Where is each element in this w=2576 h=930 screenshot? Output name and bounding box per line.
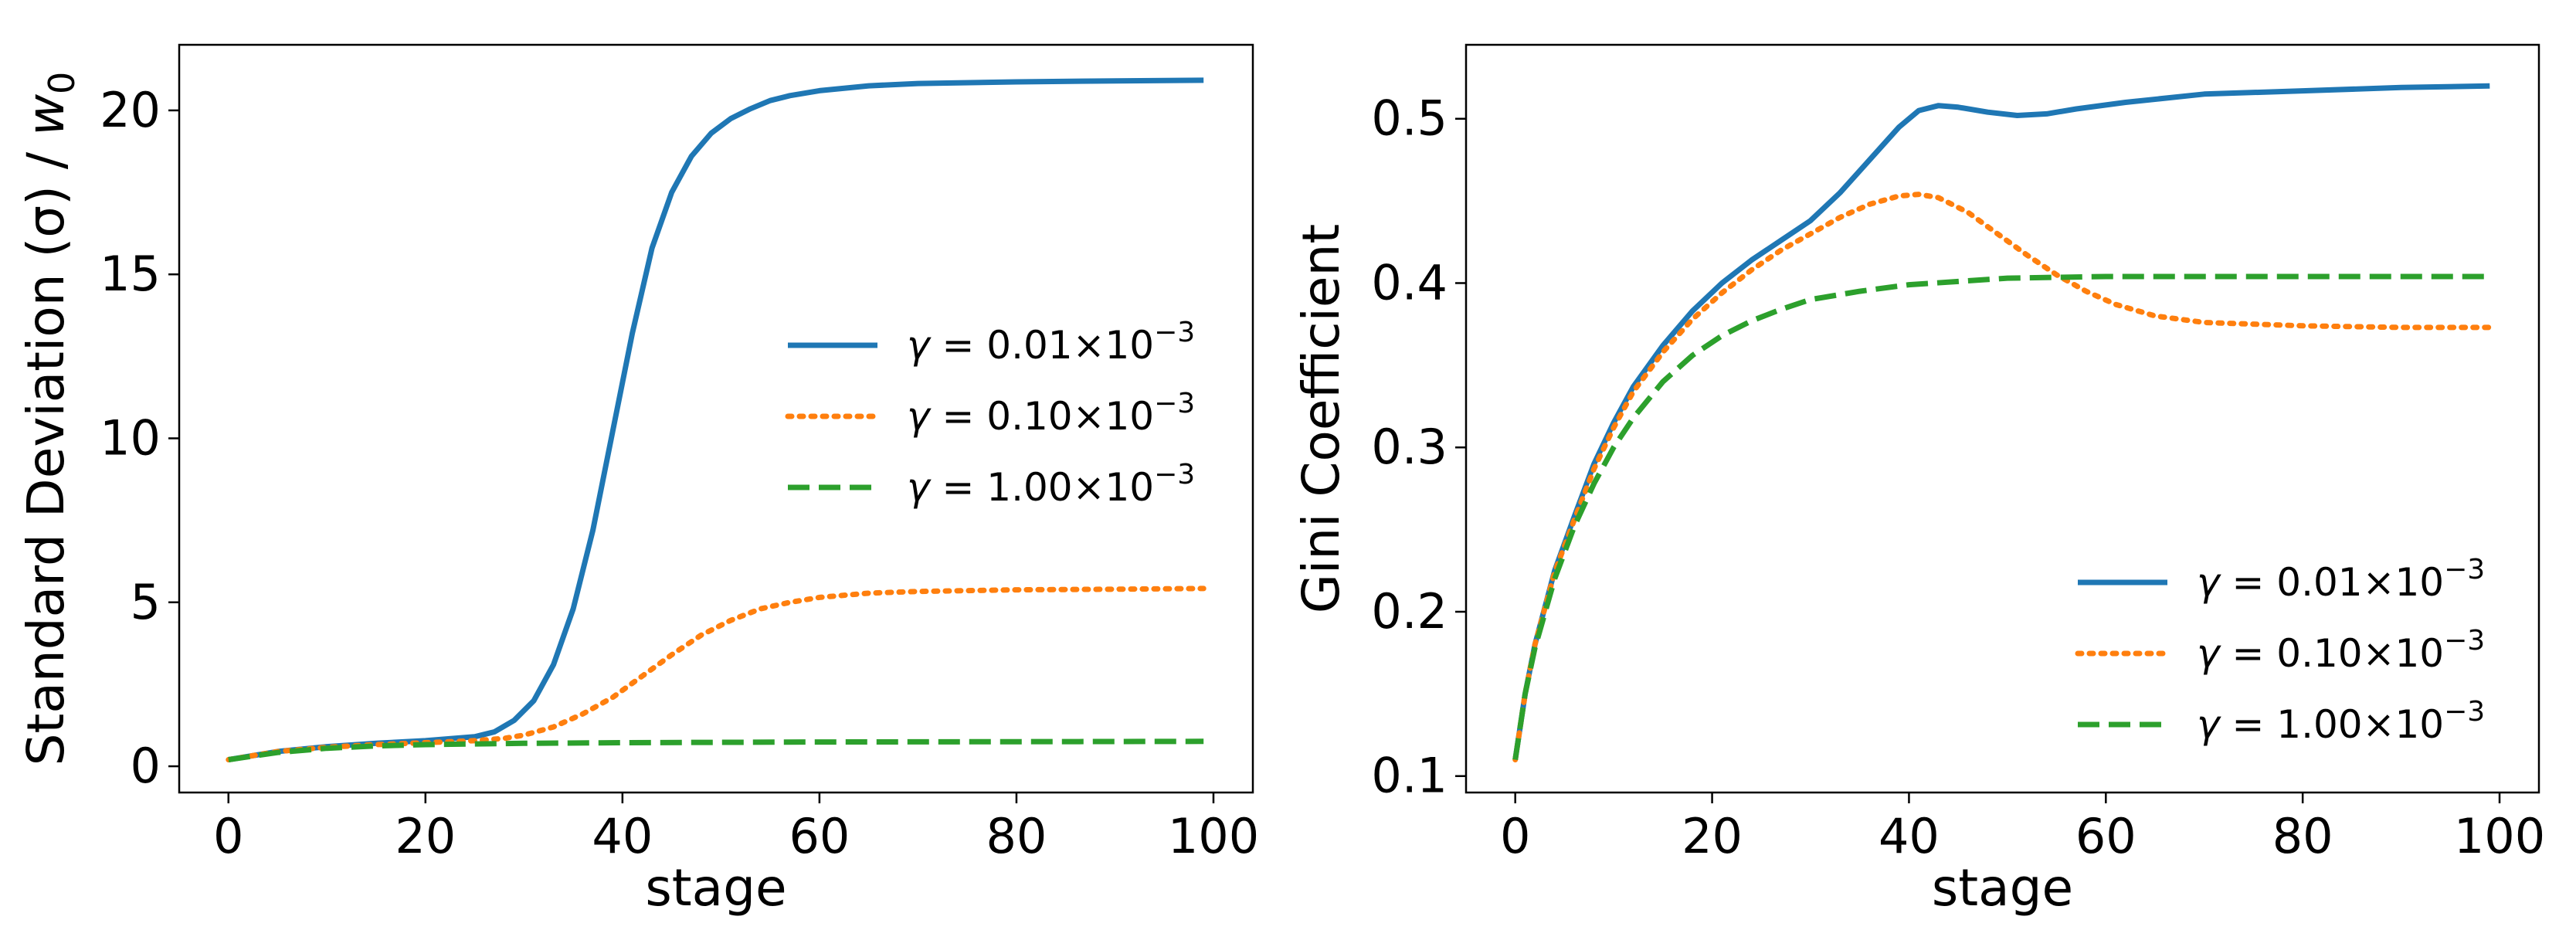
- y-tick-label: 20: [100, 82, 161, 138]
- series-line-dashed: [1512, 273, 2490, 761]
- y-axis-label-main: Gini Coefficient: [1291, 224, 1351, 613]
- series-line-solid: [228, 77, 1204, 762]
- legend-label: γ = 0.10×10−3: [2197, 625, 2485, 676]
- legend-label: γ = 1.00×10−3: [907, 459, 1195, 510]
- y-axis-label: Standard Deviation (σ) / w0: [16, 72, 83, 766]
- series-line-dotted: [1512, 192, 2493, 762]
- x-axis-label: stage: [645, 858, 786, 918]
- legend-gamma: γ: [2197, 560, 2221, 605]
- legend-superscript: −3: [1154, 388, 1195, 419]
- x-tick-label: 40: [592, 808, 653, 864]
- legend-body: = 0.10×10: [930, 394, 1155, 439]
- y-tick-label: 0.2: [1371, 583, 1448, 640]
- legend-superscript: −3: [2444, 625, 2485, 657]
- y-axis-label: Gini Coefficient: [1291, 224, 1351, 613]
- chart-gini-coefficient: 0 20 40 60 80 100 0.1 0.2 0.3 0.4 0.5 stage Gini Coe…: [1291, 43, 2545, 918]
- series-line-dashed: [228, 738, 1204, 762]
- y-tick-label: 0: [131, 738, 161, 794]
- legend-superscript: −3: [2444, 554, 2485, 585]
- x-axis-label: stage: [1932, 858, 2073, 918]
- y-tick-label: 10: [100, 409, 161, 466]
- legend-label: γ = 0.01×10−3: [907, 317, 1195, 368]
- x-tick-label: 80: [2272, 808, 2333, 864]
- legend-gamma: γ: [907, 465, 932, 510]
- legend-body: = 1.00×10: [2220, 702, 2445, 747]
- chart-standard-deviation: 0 20 40 60 80 100 0 5 10 15 20 stage Standard Deviat…: [16, 43, 1259, 918]
- x-tick-label: 0: [213, 808, 243, 864]
- y-tick-label: 0.5: [1371, 90, 1448, 147]
- legend-body: = 0.01×10: [2220, 560, 2445, 605]
- x-tick-label: 60: [2075, 808, 2136, 864]
- y-axis-label-main: Standard Deviation (σ) /: [16, 136, 76, 765]
- plot-frame: [178, 43, 1254, 794]
- plot-frame: [1464, 43, 2540, 794]
- legend-label: γ = 0.01×10−3: [2197, 554, 2485, 605]
- legend-body: = 1.00×10: [930, 465, 1155, 510]
- legend-superscript: −3: [2444, 696, 2485, 728]
- legend-label: γ = 1.00×10−3: [2197, 696, 2485, 747]
- y-axis-label-subscript: 0: [41, 72, 83, 94]
- x-tick-label: 20: [395, 808, 456, 864]
- x-tick-label: 80: [986, 808, 1047, 864]
- x-tick-label: 100: [1168, 808, 1259, 864]
- y-tick-label: 5: [131, 574, 161, 630]
- legend-gamma: γ: [2197, 631, 2221, 676]
- x-tick-label: 20: [1682, 808, 1743, 864]
- y-tick-label: 15: [100, 246, 161, 302]
- legend-label: γ = 0.10×10−3: [907, 388, 1195, 439]
- legend-gamma: γ: [907, 323, 932, 368]
- x-tick-label: 0: [1500, 808, 1530, 864]
- legend-body: = 0.01×10: [930, 323, 1155, 368]
- x-tick-label: 40: [1879, 808, 1940, 864]
- series-line-dotted: [226, 585, 1207, 762]
- x-tick-label: 60: [789, 808, 850, 864]
- y-tick-label: 0.1: [1371, 748, 1448, 804]
- y-tick-label: 0.4: [1371, 254, 1448, 311]
- legend-gamma: γ: [907, 394, 932, 439]
- legend-gamma: γ: [2197, 702, 2221, 747]
- y-tick-label: 0.3: [1371, 419, 1448, 475]
- legend-superscript: −3: [1154, 317, 1195, 348]
- legend-body: = 0.10×10: [2220, 631, 2445, 676]
- y-axis-label-variable: w: [16, 93, 76, 136]
- legend-superscript: −3: [1154, 459, 1195, 490]
- x-tick-label: 100: [2454, 808, 2545, 864]
